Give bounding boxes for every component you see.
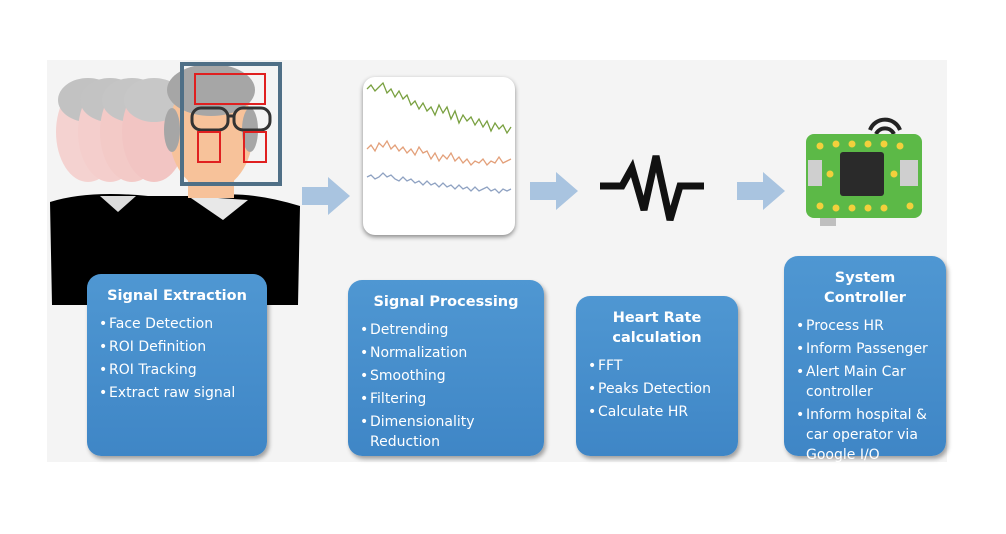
list-item: Detrending — [360, 320, 532, 340]
stage-system-controller: System Controller Process HR Inform Pass… — [784, 256, 946, 463]
heartbeat-icon — [600, 155, 704, 221]
stage-title: System Controller — [824, 270, 906, 306]
list-item: Process HR — [796, 316, 934, 336]
list-item: Smoothing — [360, 366, 532, 386]
list-item: Dimensionality Reduction — [360, 412, 532, 452]
signal-plot-icon — [366, 81, 512, 194]
stage-signal-extraction: Signal Extraction Face Detection ROI Def… — [87, 274, 267, 456]
stage-items: Process HR Inform Passenger Alert Main C… — [796, 316, 934, 465]
list-item: Calculate HR — [588, 402, 726, 422]
arrow-right-icon — [530, 172, 578, 210]
circuit-board-icon — [806, 117, 922, 226]
stage-title: Signal Extraction — [107, 288, 247, 304]
stage-items: FFT Peaks Detection Calculate HR — [588, 356, 726, 422]
list-item: Extract raw signal — [99, 383, 255, 403]
stage-title: Signal Processing — [373, 294, 519, 310]
list-item: Inform hospital & car operator via Googl… — [796, 405, 934, 465]
list-item: ROI Tracking — [99, 360, 255, 380]
list-item: Filtering — [360, 389, 532, 409]
stage-heart-rate-calculation: Heart Rate calculation FFT Peaks Detecti… — [576, 296, 738, 456]
list-item: Face Detection — [99, 314, 255, 334]
list-item: ROI Definition — [99, 337, 255, 357]
stage-signal-processing: Signal Processing Detrending Normalizati… — [348, 280, 544, 456]
list-item: FFT — [588, 356, 726, 376]
stage-items: Face Detection ROI Definition ROI Tracki… — [99, 314, 255, 403]
list-item: Peaks Detection — [588, 379, 726, 399]
list-item: Inform Passenger — [796, 339, 934, 359]
stage-items: Detrending Normalization Smoothing Filte… — [360, 320, 532, 452]
stage-title: Heart Rate calculation — [612, 310, 702, 346]
list-item: Alert Main Car controller — [796, 362, 934, 402]
arrow-right-icon — [737, 172, 785, 210]
arrow-right-icon — [302, 177, 350, 215]
signal-plot-card — [363, 77, 515, 235]
list-item: Normalization — [360, 343, 532, 363]
